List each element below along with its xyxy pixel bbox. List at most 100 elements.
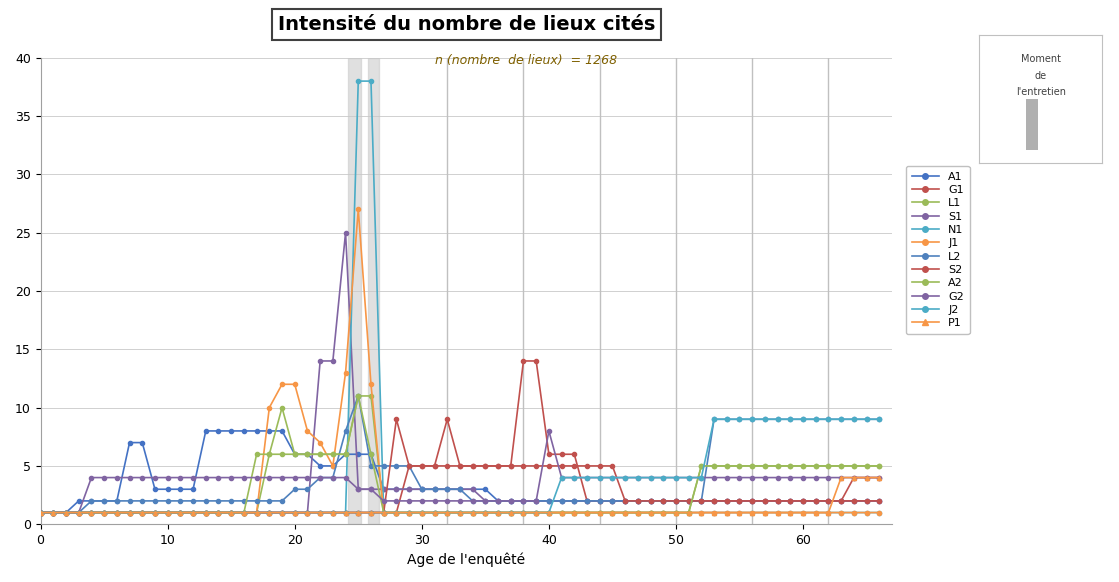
G1 — [821, 498, 835, 505]
A2 — [873, 463, 886, 470]
P1 — [135, 509, 149, 516]
Line: A2: A2 — [38, 394, 882, 514]
P1 — [835, 474, 848, 481]
A2 — [34, 509, 47, 516]
L1 — [135, 509, 149, 516]
N1 — [161, 509, 175, 516]
G1 — [34, 509, 47, 516]
Bar — [368, 58, 378, 524]
G2 — [415, 498, 429, 505]
S1 — [873, 498, 886, 505]
L1 — [34, 509, 47, 516]
N1 — [873, 509, 886, 516]
L2 — [135, 498, 149, 505]
J1 — [34, 509, 47, 516]
G1 — [377, 509, 391, 516]
L2 — [34, 509, 47, 516]
J1 — [427, 509, 441, 516]
J2 — [821, 416, 835, 423]
X-axis label: Age de l'enquêté: Age de l'enquêté — [407, 552, 525, 567]
S2 — [873, 498, 886, 505]
A1 — [427, 486, 441, 493]
L2 — [873, 416, 886, 423]
P1 — [377, 509, 391, 516]
J2 — [377, 509, 391, 516]
A1 — [389, 486, 403, 493]
A1 — [199, 427, 213, 434]
Line: J2: J2 — [38, 417, 882, 514]
S2 — [377, 509, 391, 516]
Text: n (nombre  de lieux)  = 1268: n (nombre de lieux) = 1268 — [435, 54, 617, 67]
J1 — [351, 206, 365, 213]
Bar — [348, 58, 360, 524]
J1 — [135, 509, 149, 516]
S2 — [681, 498, 695, 505]
A1 — [681, 498, 695, 505]
L2 — [427, 486, 441, 493]
P1 — [161, 509, 175, 516]
S1 — [161, 509, 175, 516]
J1 — [821, 509, 835, 516]
G1 — [135, 509, 149, 516]
S2 — [135, 509, 149, 516]
G1 — [161, 509, 175, 516]
N1 — [389, 509, 403, 516]
A2 — [135, 509, 149, 516]
A1 — [821, 498, 835, 505]
J1 — [389, 509, 403, 516]
S1 — [821, 498, 835, 505]
Line: S2: S2 — [38, 417, 882, 514]
A2 — [821, 463, 835, 470]
J2 — [707, 416, 721, 423]
J1 — [681, 509, 695, 516]
G1 — [415, 463, 429, 470]
P1 — [669, 509, 683, 516]
P1 — [415, 509, 429, 516]
A1 — [161, 486, 175, 493]
S2 — [427, 463, 441, 470]
S1 — [339, 229, 352, 236]
G2 — [135, 474, 149, 481]
N1 — [135, 509, 149, 516]
N1 — [821, 509, 835, 516]
L1 — [161, 509, 175, 516]
S1 — [389, 486, 403, 493]
L1 — [681, 509, 695, 516]
L1 — [821, 463, 835, 470]
G1 — [517, 357, 530, 364]
L2 — [161, 498, 175, 505]
G2 — [161, 474, 175, 481]
A2 — [389, 509, 403, 516]
J2 — [34, 509, 47, 516]
Line: N1: N1 — [38, 79, 882, 514]
J2 — [161, 509, 175, 516]
L1 — [873, 463, 886, 470]
Title: Intensité du nombre de lieux cités: Intensité du nombre de lieux cités — [278, 15, 655, 34]
S1 — [427, 486, 441, 493]
Line: S1: S1 — [38, 230, 882, 514]
S1 — [681, 498, 695, 505]
Text: de: de — [1035, 71, 1046, 81]
G2 — [821, 474, 835, 481]
A1 — [34, 509, 47, 516]
Line: G1: G1 — [38, 359, 882, 514]
N1 — [681, 509, 695, 516]
G2 — [377, 498, 391, 505]
N1 — [34, 509, 47, 516]
N1 — [427, 509, 441, 516]
G1 — [873, 474, 886, 481]
L2 — [681, 498, 695, 505]
J2 — [135, 509, 149, 516]
A2 — [681, 509, 695, 516]
J1 — [161, 509, 175, 516]
L2 — [351, 392, 365, 399]
Text: l'entretien: l'entretien — [1016, 87, 1065, 97]
S2 — [161, 509, 175, 516]
J2 — [669, 474, 683, 481]
Legend: A1, G1, L1, S1, N1, J1, L2, S2, A2, G2, J2, P1: A1, G1, L1, S1, N1, J1, L2, S2, A2, G2, … — [906, 166, 969, 333]
P1 — [34, 509, 47, 516]
Line: J1: J1 — [38, 207, 882, 514]
P1 — [809, 509, 822, 516]
A1 — [873, 498, 886, 505]
L1 — [427, 509, 441, 516]
